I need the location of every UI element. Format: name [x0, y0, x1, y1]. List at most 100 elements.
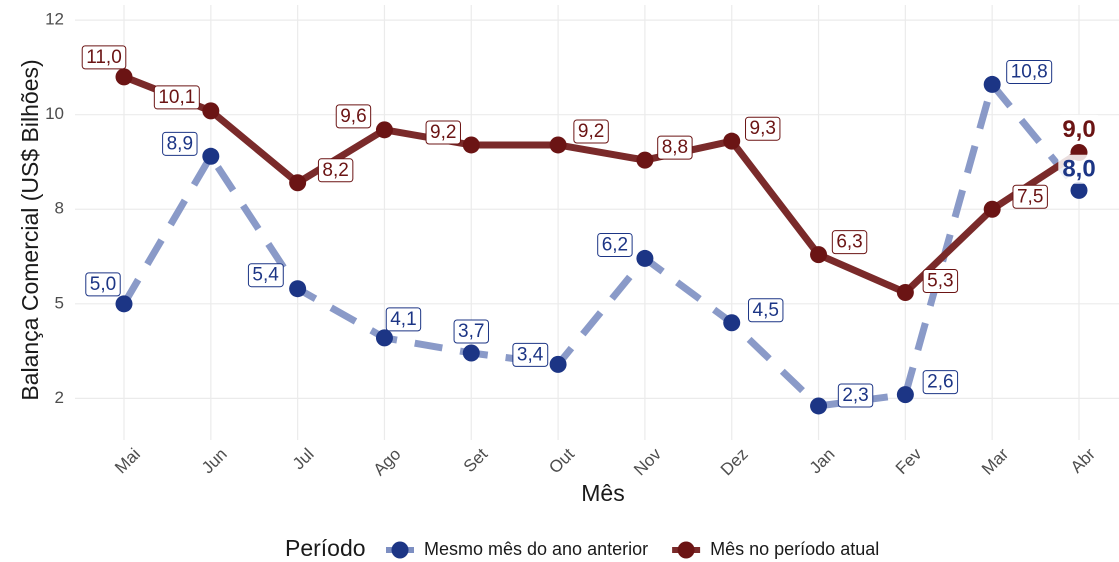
y-tick-label: 2 [55, 388, 64, 407]
data-label-box [425, 120, 461, 145]
data-label: 3,7 [458, 321, 484, 342]
data-label-box [1058, 154, 1100, 184]
x-tick-label: Set [460, 444, 492, 476]
data-label-box [453, 319, 489, 344]
point [115, 68, 133, 86]
data-label: 5,0 [90, 274, 116, 295]
point [375, 329, 393, 347]
data-label: 2,3 [842, 385, 868, 406]
x-tick-label: Mai [111, 445, 144, 478]
legend-title: Período [285, 535, 366, 561]
y-tick-label: 8 [55, 199, 64, 218]
point [289, 280, 307, 298]
data-label-box [1006, 59, 1053, 84]
data-label-box [335, 104, 372, 129]
data-label-box [597, 232, 633, 257]
point [810, 397, 828, 415]
legend-key [677, 541, 695, 559]
point [896, 386, 914, 404]
data-label-box [247, 263, 284, 288]
data-label-box [745, 116, 781, 141]
data-label-box [657, 135, 693, 160]
x-tick-label: Jun [198, 445, 231, 478]
point [462, 136, 480, 154]
data-label: 9,3 [750, 118, 776, 139]
labels: 5,0 8,9 5,4 4,1 3,7 3,4 6,2 4,5 2,3 2,6 10,8 8,0 11,… [81, 45, 1100, 408]
data-label-box [317, 158, 354, 183]
y-tick-label: 5 [55, 293, 64, 312]
data-label: 8,2 [322, 160, 348, 181]
data-label: 7,5 [1017, 186, 1043, 207]
data-label: 11,0 [86, 47, 122, 68]
point [549, 355, 567, 373]
data-label: 4,1 [390, 309, 416, 330]
y-tick-label: 10 [45, 104, 64, 123]
data-label: 9,2 [430, 122, 456, 143]
data-label-box [512, 342, 549, 367]
data-label-box [153, 85, 200, 110]
data-label-box [573, 119, 609, 144]
data-label: 8,0 [1062, 156, 1095, 183]
x-tick-label: Dez [717, 445, 752, 480]
data-label-box [748, 298, 784, 323]
data-label-box [85, 272, 121, 297]
data-label: 8,9 [167, 133, 193, 154]
data-label-box [922, 268, 959, 293]
data-label: 10,1 [158, 87, 195, 108]
data-label: 5,3 [927, 270, 953, 291]
x-tick-label: Abr [1067, 444, 1099, 476]
data-label-box [922, 370, 959, 395]
y-tick-label: 12 [45, 10, 64, 29]
data-label: 5,4 [252, 265, 279, 286]
point [1070, 181, 1088, 199]
data-label-box [385, 307, 422, 332]
grid [75, 5, 1119, 440]
x-tick-label: Out [545, 444, 578, 477]
point [723, 314, 741, 332]
series-line [122, 73, 1081, 296]
data-label: 6,3 [836, 232, 862, 253]
point [810, 246, 828, 264]
data-label: 4,5 [753, 300, 779, 321]
x-tick-label: Fev [892, 444, 926, 478]
data-label: 6,2 [602, 234, 628, 255]
data-label-box [831, 230, 868, 255]
point [983, 75, 1001, 93]
x-axis-title: Mês [581, 480, 624, 506]
data-label: 9,6 [340, 106, 366, 127]
point [462, 344, 480, 362]
y-axis-title: Balança Comercial (US$ Bilhões) [17, 59, 43, 400]
data-label-box [162, 131, 198, 156]
data-label: 9,0 [1062, 116, 1095, 143]
x-tick-label: Jul [289, 445, 318, 474]
x-tick-label: Nov [630, 444, 665, 479]
legend-label: Mesmo mês do ano anterior [424, 539, 648, 559]
point [115, 295, 133, 313]
data-label-box [1058, 114, 1100, 144]
point [636, 151, 654, 169]
data-label: 3,4 [517, 344, 544, 365]
lines [115, 68, 1088, 415]
x-tick-label: Jan [806, 445, 839, 478]
data-label-box [837, 383, 874, 408]
point [202, 102, 220, 120]
data-label: 9,2 [578, 121, 604, 142]
point [723, 132, 741, 150]
point [636, 249, 654, 267]
legend-label: Mês no período atual [710, 539, 879, 559]
x-tick-label: Ago [370, 445, 405, 480]
data-label: 8,8 [662, 137, 688, 158]
data-label: 10,8 [1011, 61, 1048, 82]
data-label: 2,6 [927, 372, 953, 393]
data-label-box [81, 45, 127, 70]
point [289, 174, 307, 192]
point [896, 283, 914, 301]
legend-key [391, 541, 409, 559]
point [549, 136, 567, 154]
point [983, 200, 1001, 218]
point [202, 147, 220, 165]
x-tick-label: Mar [978, 444, 1012, 478]
data-label-box [1012, 184, 1048, 209]
point [375, 121, 393, 139]
